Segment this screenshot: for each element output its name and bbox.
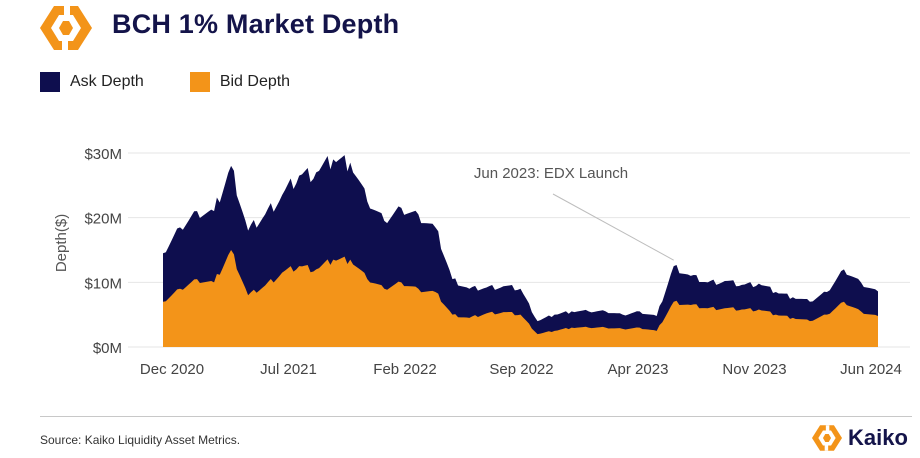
bid-depth-area [163, 249, 878, 347]
annotation-layer: Jun 2023: EDX Launch [474, 165, 674, 261]
legend-item-bid: Bid Depth [189, 72, 291, 92]
kaiko-logo-icon [40, 6, 92, 50]
annotation-leader [552, 193, 674, 261]
chart-legend: Ask Depth Bid Depth [40, 72, 336, 92]
x-tick-label: Apr 2023 [608, 361, 669, 378]
axis-layer: $0M $10M $20M $30M Depth($) Dec 2020 Jul 2021 F… [53, 146, 902, 378]
legend-swatch-ask [40, 72, 60, 92]
footer-brand: Kaiko [812, 425, 908, 451]
annotation-label: Jun 2023: EDX Launch [474, 165, 628, 182]
y-axis-label: Depth($) [53, 214, 70, 272]
x-tick-label: Nov 2023 [722, 361, 786, 378]
area-layer [163, 155, 878, 347]
legend-label-bid: Bid Depth [219, 73, 291, 90]
y-tick-label: $0M [93, 340, 122, 357]
x-tick-label: Sep 2022 [489, 361, 553, 378]
footer-divider [40, 416, 912, 417]
kaiko-logo-icon [812, 425, 842, 451]
y-tick-label: $30M [84, 146, 122, 163]
legend-item-ask: Ask Depth [40, 72, 144, 92]
market-depth-chart: $0M $10M $20M $30M Depth($) Dec 2020 Jul 2021 F… [53, 146, 910, 378]
y-tick-label: $20M [84, 211, 122, 228]
legend-label-ask: Ask Depth [70, 73, 144, 90]
legend-swatch-bid [189, 72, 210, 92]
source-note: Source: Kaiko Liquidity Asset Metrics. [40, 433, 241, 447]
brand-name: Kaiko [848, 425, 908, 450]
x-tick-label: Jul 2021 [260, 361, 317, 378]
x-tick-label: Feb 2022 [373, 361, 436, 378]
x-tick-label: Dec 2020 [140, 361, 204, 378]
x-tick-label: Jun 2024 [840, 361, 902, 378]
y-tick-label: $10M [84, 275, 122, 292]
chart-title: BCH 1% Market Depth [112, 9, 400, 39]
